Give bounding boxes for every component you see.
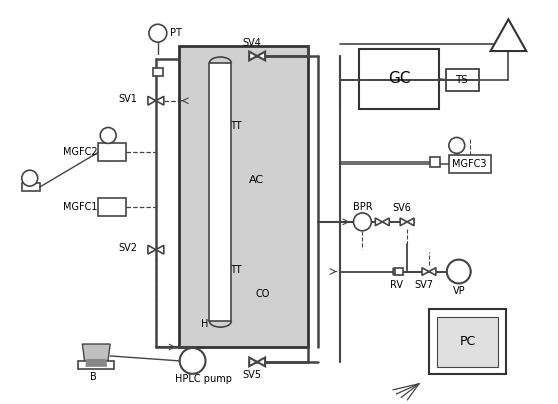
Polygon shape [83,344,110,367]
Text: VP: VP [453,286,465,297]
Bar [395,267,403,276]
Text: GC: GC [388,72,411,86]
Text: BPR: BPR [353,202,372,212]
Polygon shape [156,245,164,254]
Text: SV7: SV7 [415,280,434,290]
Polygon shape [257,52,265,60]
Circle shape [180,348,205,374]
Text: TS: TS [455,75,468,85]
Text: SV2: SV2 [118,243,137,252]
Text: MGFC2: MGFC2 [64,147,98,157]
Text: SV4: SV4 [243,38,262,48]
Circle shape [22,170,38,186]
Bar [78,361,114,369]
Text: SV5: SV5 [243,370,262,380]
Polygon shape [422,268,429,276]
Bar [22,183,40,191]
Text: AC: AC [249,175,264,185]
Text: CO: CO [256,289,270,299]
Bar [359,49,439,109]
Text: TT: TT [230,265,242,275]
Text: B: B [90,372,97,382]
Circle shape [449,137,465,154]
Polygon shape [382,218,389,226]
Polygon shape [490,19,526,51]
Polygon shape [257,358,265,366]
Text: HPLC pump: HPLC pump [175,374,232,384]
Polygon shape [148,96,156,105]
Bar [430,157,440,167]
Polygon shape [407,218,414,226]
Text: TT: TT [230,120,242,130]
Text: H: H [200,319,208,329]
Text: MGFC3: MGFC3 [453,159,487,169]
Circle shape [149,24,167,42]
Text: PC: PC [460,335,476,347]
Circle shape [447,260,470,284]
Bar [446,69,479,91]
Polygon shape [148,245,156,254]
Text: RV: RV [389,280,403,290]
Bar [209,63,232,321]
Circle shape [353,213,372,231]
Bar [153,68,163,76]
Text: SV6: SV6 [393,203,412,213]
Polygon shape [376,218,382,226]
Bar [98,143,126,161]
Text: PT: PT [170,28,182,38]
Bar [179,46,308,347]
Polygon shape [249,52,257,60]
Bar [449,155,490,173]
Polygon shape [249,358,257,366]
Bar [437,317,498,367]
Polygon shape [156,96,164,105]
Text: MGFC1: MGFC1 [64,202,98,212]
Circle shape [100,128,116,143]
Polygon shape [429,268,436,276]
Polygon shape [393,268,399,275]
Text: SV1: SV1 [118,94,137,104]
Bar [429,309,507,374]
Polygon shape [400,218,407,226]
Bar [98,198,126,216]
Polygon shape [85,359,107,367]
